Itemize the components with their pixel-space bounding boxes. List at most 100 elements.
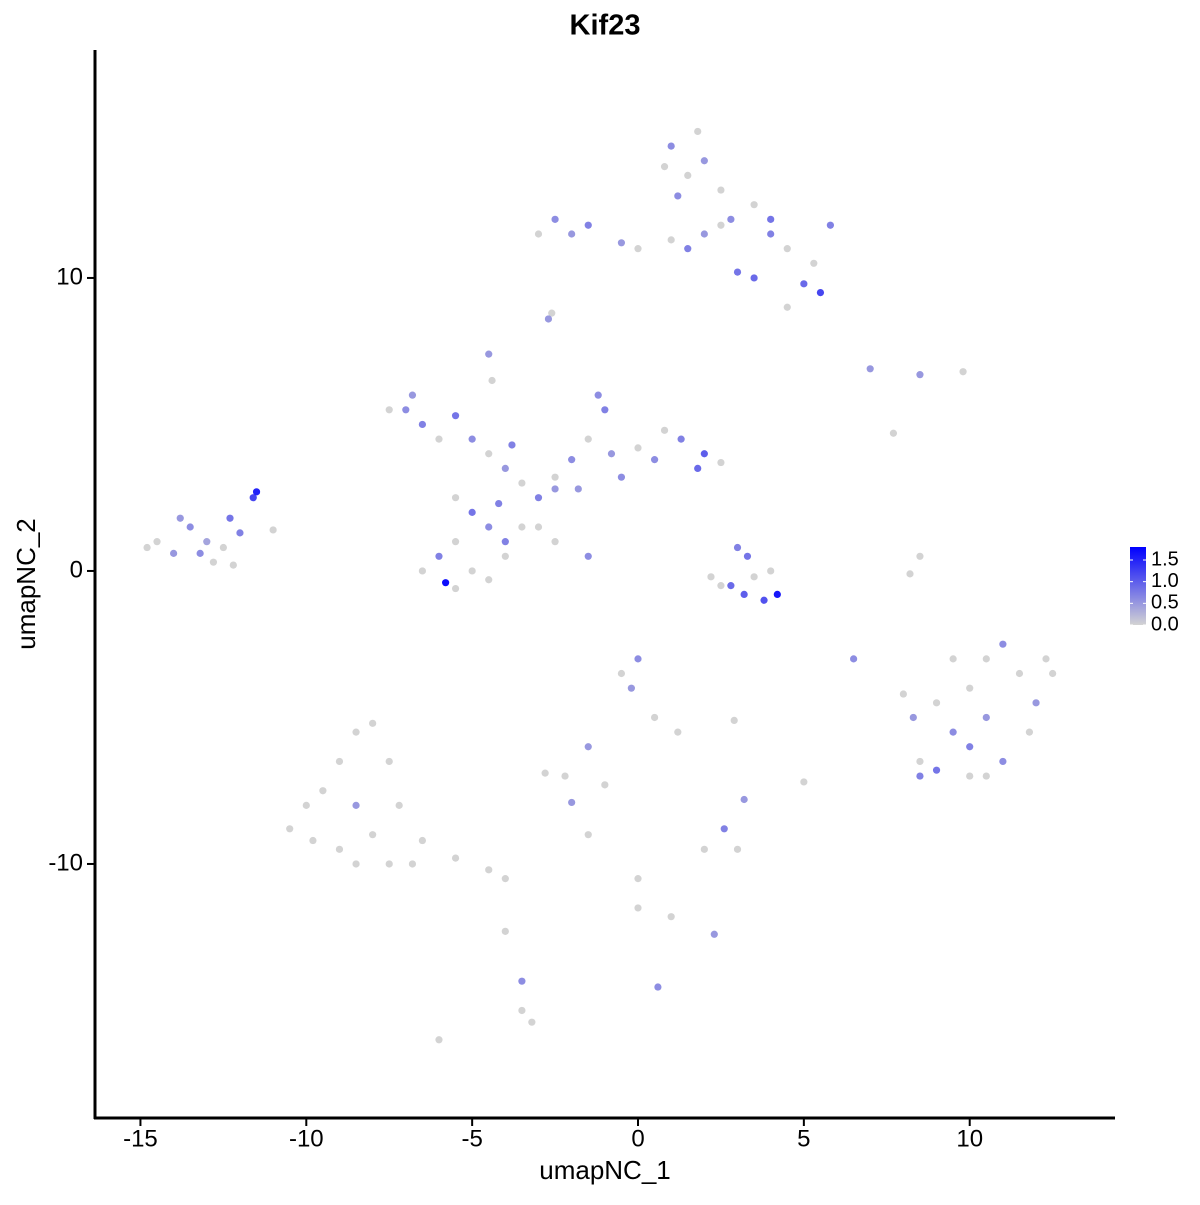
cell-point [495,499,503,508]
cell-point [249,494,257,502]
cell-point [767,215,775,223]
cell-point [485,350,493,358]
cell-point [717,186,725,194]
x-tick-label: 10 [956,1125,983,1152]
cell-point [352,860,360,868]
cell-point [720,825,728,833]
cell-point [909,713,917,722]
colorbar [1130,547,1146,625]
cell-point [700,157,708,165]
cell-point [203,538,211,546]
cell-point [654,983,662,991]
cell-point [783,303,791,311]
cell-point [468,567,476,575]
cell-point [418,836,426,845]
cell-point [402,406,410,414]
cell-point [1025,728,1034,736]
cell-point [916,552,924,560]
cell-point [352,801,360,809]
x-tick-label: -5 [461,1125,482,1152]
y-tick-label: 0 [70,556,83,583]
cell-point [584,435,592,443]
cell-point [176,514,184,522]
cell-point [236,529,244,537]
cell-point [541,769,549,777]
cell-point [518,523,526,531]
cell-point [369,719,377,727]
cell-point [594,391,602,399]
cell-point [568,456,576,464]
cell-point [226,514,234,522]
cell-point [601,406,609,414]
cell-point [730,716,738,724]
cell-point [442,579,450,587]
cell-point [966,772,974,780]
cell-point [733,268,742,276]
cell-point [959,368,967,376]
cell-point [700,845,708,853]
cell-point [418,567,426,575]
cell-point [286,825,294,833]
cell-point [551,473,559,481]
cell-point [916,757,924,766]
cell-point [650,713,659,722]
cell-point [584,831,592,839]
x-axis-title: umapNC_1 [539,1155,671,1185]
cell-point [601,781,609,789]
colorbar-label: 0.5 [1151,592,1179,614]
cell-point [518,479,526,487]
cell-point [501,927,509,935]
cell-point [760,596,768,604]
cell-point [707,573,715,581]
cell-point [219,543,227,552]
cell-point [468,508,476,516]
cell-point [733,845,742,853]
cell-point [667,913,675,921]
cell-point [899,690,907,698]
cell-point [750,274,758,282]
cell-point [889,429,898,437]
cell-point [501,538,509,546]
x-tick-label: -10 [289,1125,324,1152]
y-tick-label: 10 [56,263,83,290]
cell-point [451,538,460,546]
cell-point [710,930,718,938]
cell-point [727,582,735,590]
cell-point [634,245,642,253]
cell-point [485,576,493,584]
cell-point [485,866,493,874]
cell-point [309,836,317,845]
cell-point [568,798,576,807]
cell-point [999,757,1007,766]
cell-point [1049,669,1057,678]
cell-point [319,787,327,795]
cell-point [1042,655,1050,663]
cell-point [740,590,748,599]
cell-point [561,772,569,780]
cell-point [584,743,592,751]
cell-point [408,391,417,399]
cell-point [153,538,161,546]
cell-point [684,171,692,180]
cell-point [551,215,559,223]
cell-point [451,854,460,862]
cell-point [634,904,642,912]
y-axis-title: umapNC_2 [11,518,41,650]
cell-point [740,795,748,804]
cell-point [733,543,742,552]
cell-point [717,458,725,467]
cell-point [982,772,990,780]
cell-point [684,245,692,253]
cell-point [816,289,825,297]
cell-point [451,584,460,593]
cell-point [269,526,277,534]
cell-point [548,309,556,317]
cell-point [186,523,194,531]
cell-point [501,552,509,560]
cell-point [143,543,151,552]
cell-point [700,450,708,458]
cell-point [1015,669,1024,678]
cell-point [667,142,675,150]
cell-point [385,860,393,868]
